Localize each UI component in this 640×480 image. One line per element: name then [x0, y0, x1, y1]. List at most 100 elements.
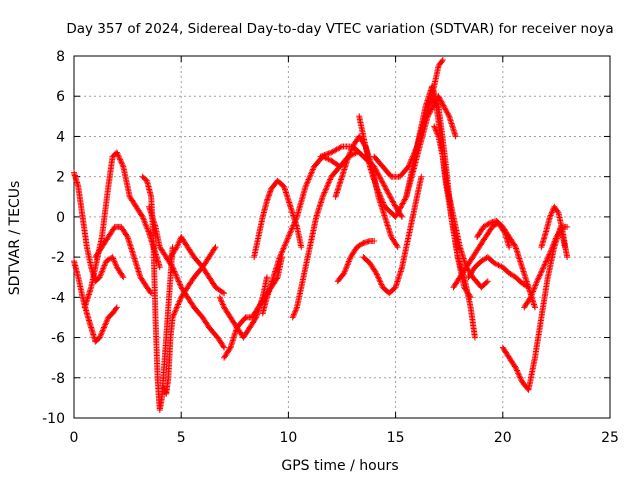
- data-point: [471, 334, 478, 341]
- data-point: [171, 310, 178, 317]
- data-point: [109, 254, 116, 261]
- x-tick-label: 0: [70, 430, 79, 446]
- data-point: [306, 175, 313, 182]
- data-point: [293, 305, 300, 312]
- data-point: [101, 324, 107, 331]
- data-point: [495, 262, 502, 269]
- data-point: [278, 249, 285, 256]
- data-point: [173, 304, 180, 311]
- data-point: [309, 167, 316, 174]
- data-point: [426, 100, 432, 107]
- data-point: [431, 123, 438, 130]
- data-point: [401, 197, 408, 204]
- data-point: [549, 244, 556, 251]
- data-point: [144, 227, 151, 234]
- data-point: [545, 254, 551, 261]
- data-point: [96, 274, 103, 281]
- data-point: [372, 268, 379, 275]
- data-point: [115, 153, 122, 160]
- data-point: [434, 132, 441, 138]
- x-axis-label: GPS time / hours: [281, 458, 398, 474]
- data-point: [176, 280, 183, 286]
- data-point: [483, 279, 490, 286]
- data-point: [375, 275, 382, 282]
- data-point: [377, 175, 384, 182]
- data-point: [177, 281, 183, 288]
- data-point: [550, 241, 557, 248]
- data-point: [397, 204, 404, 211]
- data-point: [172, 269, 179, 276]
- data-point: [554, 208, 561, 215]
- data-point: [380, 181, 387, 187]
- series-arc-17: [360, 173, 425, 297]
- data-point: [377, 280, 384, 287]
- data-point: [512, 364, 519, 371]
- data-point: [102, 321, 109, 328]
- data-point: [378, 196, 385, 203]
- data-point: [544, 255, 551, 262]
- data-point: [396, 205, 403, 212]
- data-point: [530, 287, 537, 293]
- data-point: [220, 303, 227, 309]
- data-point: [381, 182, 388, 189]
- data-point: [322, 186, 329, 193]
- data-point: [393, 212, 400, 219]
- data-point: [371, 238, 378, 244]
- series-arc-11: [251, 177, 305, 261]
- data-point: [349, 144, 356, 151]
- data-point: [543, 257, 550, 264]
- data-point: [513, 366, 520, 373]
- data-point: [119, 162, 126, 169]
- data-point: [343, 264, 350, 271]
- data-point: [177, 297, 183, 304]
- series-arc-4: [92, 223, 155, 297]
- data-point: [143, 222, 150, 229]
- data-point: [541, 262, 548, 269]
- data-point: [114, 150, 121, 157]
- x-tick-label: 10: [279, 430, 297, 446]
- y-tick-label: -2: [51, 250, 65, 266]
- data-point: [116, 155, 123, 162]
- data-point: [373, 270, 380, 277]
- data-point: [119, 273, 126, 279]
- data-point: [377, 193, 384, 200]
- data-point: [112, 259, 118, 266]
- data-point: [124, 234, 131, 240]
- data-point: [539, 265, 546, 272]
- y-axis-label: SDTVAR / TECUs: [7, 181, 23, 296]
- data-point: [337, 144, 344, 151]
- data-point: [545, 252, 552, 259]
- data-point: [375, 189, 382, 196]
- data-point: [172, 308, 179, 315]
- data-point: [138, 212, 145, 219]
- data-point: [219, 289, 226, 296]
- y-tick-label: 8: [56, 49, 65, 65]
- data-point: [290, 222, 297, 229]
- data-point: [211, 245, 218, 252]
- data-point: [549, 208, 556, 215]
- data-point: [438, 58, 445, 65]
- data-point: [383, 186, 390, 193]
- data-point: [320, 192, 327, 199]
- x-tick-label: 15: [387, 430, 405, 446]
- data-point: [346, 257, 353, 263]
- chart-title: Day 357 of 2024, Sidereal Day-to-day VTE…: [66, 21, 613, 37]
- series-arc-10: [221, 254, 285, 361]
- data-point: [425, 101, 432, 108]
- series-arc-27: [521, 223, 571, 311]
- data-point: [380, 201, 387, 207]
- data-point: [341, 268, 348, 275]
- data-point: [291, 219, 298, 226]
- data-point: [375, 274, 382, 281]
- data-point: [374, 169, 380, 175]
- data-point: [441, 103, 448, 110]
- data-point: [212, 244, 219, 251]
- data-point: [304, 179, 311, 186]
- data-point: [97, 333, 104, 340]
- data-point: [564, 223, 571, 230]
- data-point: [399, 213, 405, 220]
- data-point: [373, 271, 380, 278]
- data-point: [173, 305, 180, 312]
- data-point: [175, 301, 182, 308]
- data-point: [280, 245, 287, 252]
